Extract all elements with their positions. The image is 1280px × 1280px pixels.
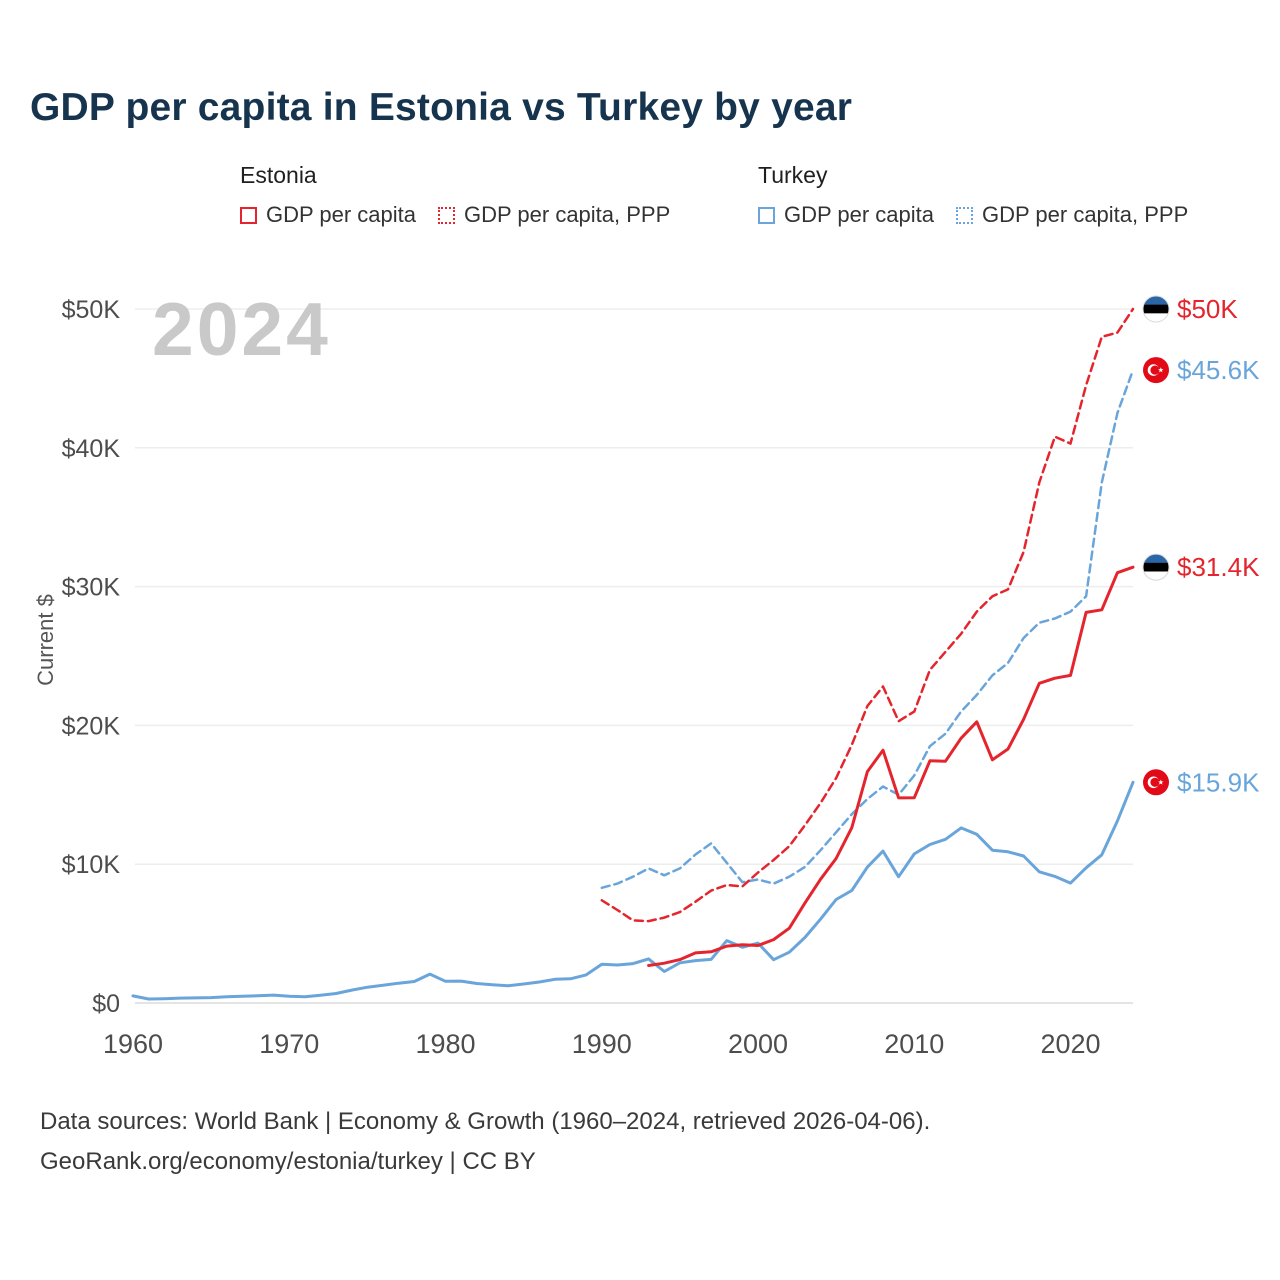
legend-country-label-estonia: Estonia (240, 162, 317, 188)
x-tick-label: 2010 (884, 1029, 944, 1059)
legend-items-turkey: GDP per capita GDP per capita, PPP (758, 202, 1188, 228)
y-axis-label: Current $ (33, 594, 58, 686)
legend-label-turkey-gdp-ppp: GDP per capita, PPP (982, 202, 1189, 227)
series-line-estonia-gdp-per-capita (647, 565, 1135, 967)
legend-item-turkey-gdp-ppp: GDP per capita, PPP (956, 202, 1188, 228)
legend-label-estonia-gdp-ppp: GDP per capita, PPP (464, 202, 671, 227)
x-tick-label: 1970 (259, 1029, 319, 1059)
y-tick-label: $20K (62, 712, 121, 740)
y-tick-label: $30K (62, 574, 121, 602)
footer: Data sources: World Bank | Economy & Gro… (40, 1102, 930, 1182)
x-tick-label: 2000 (728, 1029, 788, 1059)
series-line-turkey-gdp-per-capita-ppp (600, 368, 1135, 890)
end-label-31.4K: $31.4K (1142, 552, 1260, 582)
legend-items-estonia: GDP per capita GDP per capita, PPP (240, 202, 670, 228)
legend-swatch-turkey-gdp-ppp (956, 206, 974, 224)
x-tick-label: 1980 (415, 1029, 475, 1059)
legend-swatch-turkey-gdp (758, 206, 775, 224)
end-label-50K: $50K (1142, 294, 1238, 324)
series-line-estonia-gdp-per-capita-ppp (600, 307, 1135, 923)
legend-swatch-estonia-gdp (240, 206, 257, 224)
footer-attribution: GeoRank.org/economy/estonia/turkey | CC … (40, 1148, 536, 1175)
turkey-flag-icon (1143, 769, 1169, 796)
x-axis-ticks: 1960 1970 1980 1990 2000 2010 2020 (103, 1029, 1101, 1059)
y-tick-label: $40K (62, 435, 121, 463)
legend-group-estonia: Estonia GDP per capita GDP per capita, P… (240, 162, 670, 228)
chart-title: GDP per capita in Estonia vs Turkey by y… (30, 86, 853, 129)
series-line-turkey-gdp-per-capita (131, 780, 1135, 1001)
legend-label-estonia-gdp: GDP per capita (266, 202, 417, 227)
legend-country-label-turkey: Turkey (758, 162, 828, 188)
footer-data-sources: Data sources: World Bank | Economy & Gro… (40, 1108, 931, 1135)
legend-item-estonia-gdp: GDP per capita (240, 202, 416, 228)
estonia-flag-icon (1143, 554, 1169, 581)
legend-label-turkey-gdp: GDP per capita (784, 202, 935, 227)
grid-and-y-ticks: $0 $10K $20K $30K $40K $50K (62, 296, 1133, 1018)
end-label-value: $45.6K (1177, 355, 1260, 385)
end-label-value: $31.4K (1177, 552, 1260, 582)
end-label-15.9K: $15.9K (1143, 767, 1260, 797)
legend-item-estonia-gdp-ppp: GDP per capita, PPP (438, 202, 670, 228)
legend-item-turkey-gdp: GDP per capita (758, 202, 934, 228)
estonia-flag-icon (1143, 296, 1169, 322)
x-tick-label: 1990 (572, 1029, 632, 1059)
x-tick-label: 2020 (1040, 1029, 1100, 1059)
end-label-45.6K: $45.6K (1143, 355, 1260, 385)
y-tick-label: $10K (62, 851, 121, 879)
legend-swatch-estonia-gdp-ppp (438, 206, 456, 224)
end-label-value: $15.9K (1177, 767, 1260, 797)
y-tick-label: $0 (92, 990, 120, 1018)
end-label-value: $50K (1177, 294, 1238, 324)
y-tick-label: $50K (62, 296, 121, 324)
legend-group-turkey: Turkey GDP per capita GDP per capita, PP… (758, 162, 1188, 228)
turkey-flag-icon (1143, 357, 1169, 384)
x-tick-label: 1960 (103, 1029, 163, 1059)
year-watermark: 2024 (152, 287, 331, 371)
